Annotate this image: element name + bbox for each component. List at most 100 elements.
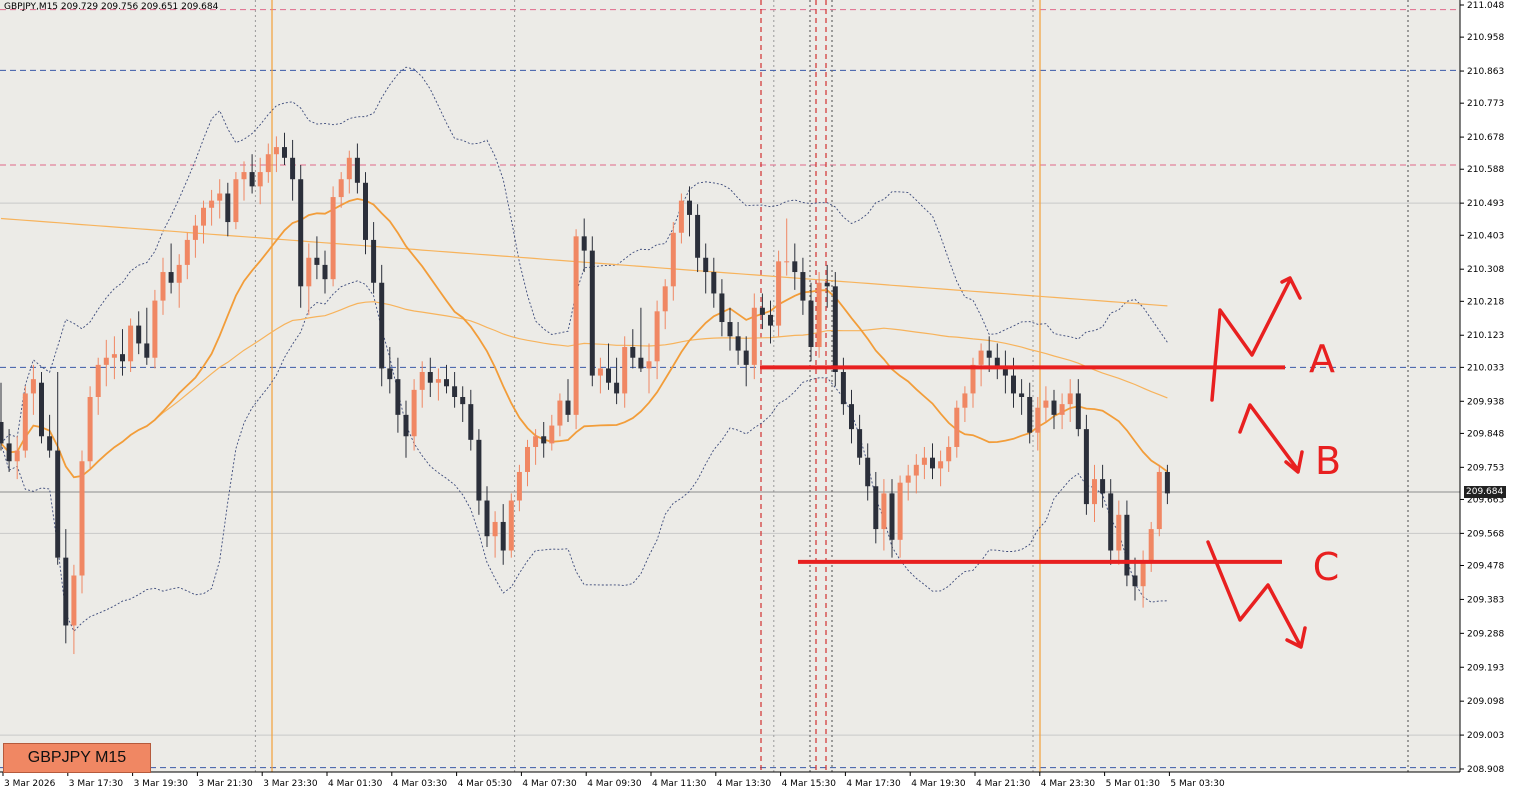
candle (363, 172, 368, 255)
candle (670, 222, 676, 301)
candle-body (614, 382, 620, 394)
candle (638, 307, 644, 373)
price-tick-label: 210.773 (1467, 99, 1504, 109)
candle-body (387, 368, 393, 380)
candle (273, 136, 279, 173)
candle (541, 421, 547, 458)
time-tick-label: 4 Mar 07:30 (522, 779, 577, 789)
candle (1108, 479, 1114, 565)
candle-body (403, 414, 409, 437)
candle-body (241, 172, 247, 180)
arrow-up-a (1210, 276, 1302, 402)
candle-body (1011, 375, 1016, 394)
time-tick-label: 4 Mar 13:30 (717, 779, 772, 789)
candle-body (630, 347, 636, 358)
candle (460, 386, 466, 422)
candle-body (55, 450, 61, 558)
candle-body (589, 250, 595, 376)
candle-body (703, 257, 709, 273)
candle-body (39, 382, 44, 437)
candle (889, 479, 895, 558)
candle (395, 357, 401, 433)
candle (606, 343, 611, 390)
candle-body (395, 379, 401, 415)
time-tick-label: 4 Mar 03:30 (393, 779, 448, 789)
candle-body (954, 407, 960, 447)
candle (687, 186, 692, 237)
candle-body (792, 261, 798, 273)
candle (338, 172, 344, 208)
candle (597, 357, 603, 394)
candle (1051, 389, 1057, 430)
candle-body (873, 486, 879, 530)
candle (1164, 464, 1170, 505)
candle-body (994, 357, 1000, 369)
plot-area[interactable] (0, 0, 1460, 772)
candle-body (776, 261, 782, 326)
candle-body (516, 471, 522, 501)
candle-body (735, 336, 741, 351)
candle (719, 279, 725, 337)
candle (71, 564, 77, 655)
candle (484, 486, 490, 547)
candle-body (476, 439, 482, 501)
candle (646, 343, 652, 394)
time-axis[interactable]: 3 Mar 2026 3 Mar 17:30 3 Mar 19:30 3 Mar 21… (0, 771, 1460, 789)
candle-body (500, 521, 506, 551)
candle-body (930, 457, 935, 469)
candle-body (1116, 514, 1122, 551)
candle (411, 379, 417, 451)
candle-body (646, 361, 652, 369)
annotation-label-b: B (1315, 439, 1341, 483)
candle (1019, 379, 1025, 415)
candle (144, 307, 150, 365)
candle (6, 429, 12, 472)
candle-body (435, 379, 441, 383)
candle-body (290, 157, 296, 180)
candle (136, 311, 142, 355)
symbol-badge: GBPJPY M15 (3, 743, 151, 773)
candle-body (695, 214, 701, 258)
candle-body (379, 282, 385, 369)
candle-body (1067, 393, 1073, 405)
candle-body (71, 575, 77, 626)
candle (0, 382, 4, 451)
price-axis[interactable]: 211.048 210.958 210.863 210.773 210.678 210.5… (1459, 0, 1504, 775)
candle (120, 329, 125, 376)
time-tick-label: 4 Mar 19:30 (911, 779, 966, 789)
candle-body (184, 239, 190, 265)
candle-body (103, 357, 109, 365)
candle (994, 343, 1000, 380)
candle (79, 450, 85, 594)
candle-body (273, 147, 279, 155)
price-tick-label: 209.288 (1467, 629, 1504, 639)
candle-body (1100, 479, 1106, 494)
candle-body (970, 364, 976, 394)
candle-body (662, 286, 668, 312)
candle (233, 172, 239, 230)
candle (346, 150, 352, 194)
candle (1083, 414, 1089, 515)
candle-body (217, 193, 223, 201)
candle (1035, 396, 1041, 451)
candle-body (128, 325, 134, 362)
candle (897, 475, 903, 558)
candle-body (622, 347, 628, 394)
candle (1100, 464, 1106, 508)
candle (905, 464, 911, 501)
candle-body (921, 457, 927, 465)
candle-body (824, 282, 830, 287)
candle-body (759, 307, 765, 315)
candle (857, 414, 863, 465)
candle (962, 386, 968, 422)
candle (322, 250, 328, 294)
candle-body (322, 264, 328, 280)
candle-body (1051, 400, 1057, 415)
candle (1027, 382, 1033, 444)
bollinger-lower (0, 280, 1168, 633)
candle (241, 161, 247, 201)
candle-body (1059, 404, 1065, 415)
candle (865, 443, 871, 501)
price-tick-label: 210.678 (1467, 133, 1504, 143)
